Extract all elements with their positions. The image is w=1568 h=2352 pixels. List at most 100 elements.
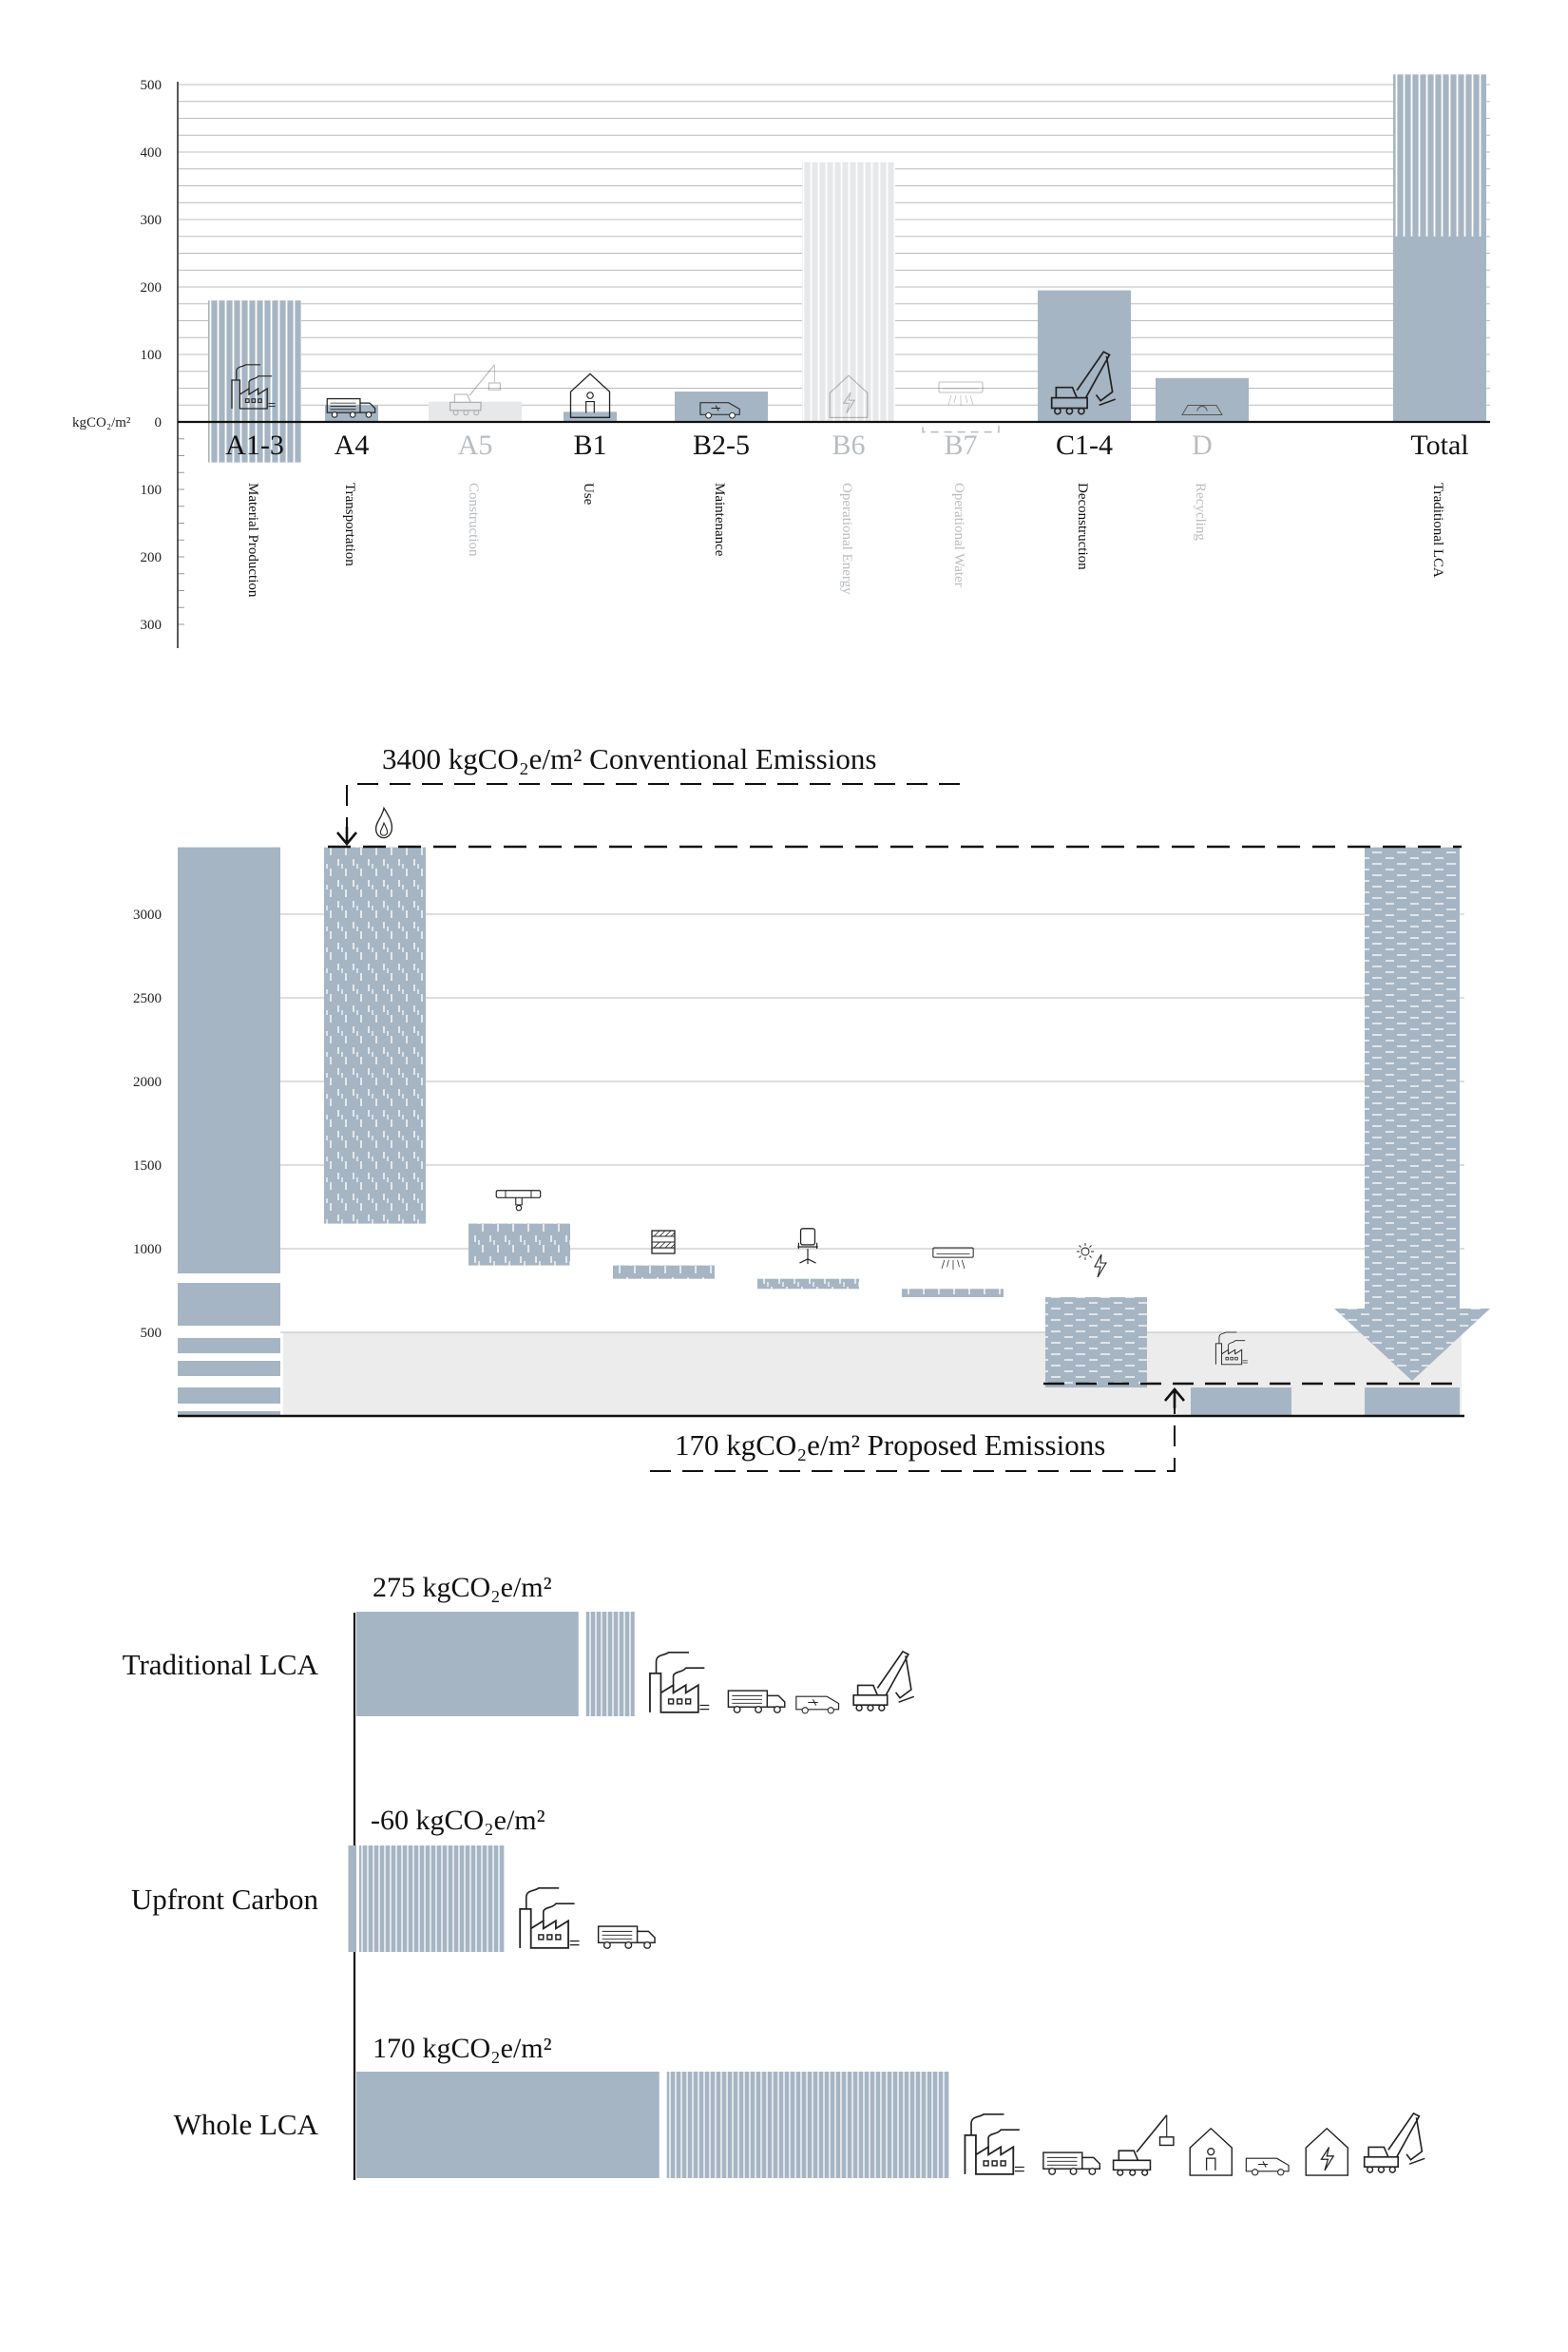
- bar-band-gap: [178, 1376, 280, 1387]
- tap-icon: [937, 380, 985, 408]
- chart3-rows: Traditional LCA 275 kgCO₂e/m² Upfront Carb…: [123, 1572, 1426, 2178]
- bar-step-5: [902, 1289, 1004, 1298]
- stage-code-label: Total: [1410, 430, 1468, 461]
- bar-total: [1393, 74, 1486, 237]
- chart1-y-axis-label: kgCO₂/m²: [72, 415, 131, 430]
- chart3-row: Upfront Carbon -60 kgCO₂e/m²: [131, 1805, 656, 1952]
- stage-code-label: A4: [335, 430, 370, 461]
- bar-step-7: [1191, 1387, 1291, 1416]
- emission-reduction-waterfall: 3000 2500 2000 1500 1000 500 3400 kgCO₂e/m² C…: [133, 742, 1490, 1472]
- proposed-bracket: [639, 1393, 1176, 1472]
- row-value-label: 170 kgCO₂e/m²: [373, 2033, 552, 2064]
- lca-comparison-chart: Traditional LCA 275 kgCO₂e/m² Upfront Carb…: [123, 1572, 1426, 2180]
- chart2-y-tick: 2500: [133, 991, 162, 1006]
- chart1-y-tick: 100: [141, 483, 163, 498]
- bar-band-gap: [178, 1326, 280, 1338]
- truck-icon: [727, 1690, 786, 1713]
- conventional-annotation: 3400 kgCO₂e/m² Conventional Emissions: [382, 742, 876, 775]
- truck-icon: [597, 1925, 656, 1949]
- bar-hatched: [666, 2072, 950, 2178]
- row-label: Traditional LCA: [123, 1648, 319, 1681]
- chart1-y-tick: 500: [141, 78, 163, 93]
- bar-total-remaining: [1365, 1387, 1460, 1416]
- bar-step-4: [757, 1278, 859, 1290]
- row-value-label: -60 kgCO₂e/m²: [371, 1805, 545, 1836]
- chart2-y-tick: 1500: [133, 1158, 162, 1174]
- stage-name-label: Use: [581, 483, 596, 506]
- bar-step-2: [468, 1223, 570, 1266]
- chart2-y-tick: 500: [141, 1326, 163, 1341]
- factory-icon: [649, 1651, 711, 1713]
- chart3-row: Whole LCA 170 kgCO₂e/m²: [174, 2033, 1426, 2178]
- van-icon: [795, 1695, 840, 1714]
- stage-name-label: Deconstruction: [1075, 483, 1090, 570]
- bar-a1-3: [208, 300, 301, 463]
- house-user-icon: [1189, 2128, 1233, 2176]
- stage-name-label: Maintenance: [712, 483, 727, 557]
- bar-step-6: [1045, 1297, 1147, 1388]
- factory-icon: [964, 2113, 1025, 2175]
- row-label: Upfront Carbon: [131, 1883, 319, 1916]
- chart1-y-tick: 300: [141, 618, 163, 633]
- chart1-y-tick: 0: [155, 415, 163, 430]
- bar-solid-negative: [348, 1845, 356, 1952]
- stage-name-label: Construction: [466, 483, 481, 557]
- bar-a5: [429, 401, 522, 422]
- bar-b6: [802, 162, 895, 422]
- chart1-y-ticks: 500 400 300 200 100 0 100 200 300: [141, 78, 163, 633]
- bar-total: [1393, 236, 1486, 422]
- chart1-y-tick: 300: [141, 213, 163, 228]
- chart1-y-tick: 400: [141, 145, 163, 161]
- stage-name-label: Operational Energy: [839, 483, 854, 595]
- conventional-arrow: [336, 827, 357, 847]
- bar-b7: [922, 421, 1000, 433]
- lifecycle-stage-chart: 500 400 300 200 100 0 100 200 300 kgCO₂/m² A1-3 M…: [72, 74, 1490, 648]
- stage-code-label: B6: [832, 430, 865, 461]
- bar-total-arrow: [1334, 847, 1490, 1381]
- excavator-icon: [852, 1651, 915, 1711]
- proposed-annotation: 170 kgCO₂e/m² Proposed Emissions: [675, 1428, 1105, 1462]
- chart2-y-tick: 3000: [133, 908, 162, 923]
- row-value-label: 275 kgCO₂e/m²: [373, 1572, 552, 1603]
- chart3-row: Traditional LCA 275 kgCO₂e/m²: [123, 1572, 915, 1716]
- chart2-y-ticks: 3000 2500 2000 1500 1000 500: [133, 908, 162, 1341]
- row-label: Whole LCA: [174, 2108, 319, 2141]
- stage-name-label: Traditional LCA: [1430, 483, 1445, 578]
- bar-baseline: [178, 847, 280, 1416]
- bar-band-gap: [178, 1404, 280, 1411]
- stage-code-label: B7: [944, 430, 977, 461]
- stage-code-label: D: [1192, 430, 1213, 461]
- bar-band-gap: [178, 1273, 280, 1283]
- chart1-y-tick: 100: [141, 348, 163, 363]
- chart1-bars: [208, 74, 1486, 463]
- chart1-y-tick: 200: [141, 550, 163, 565]
- stage-name-label: Operational Water: [951, 483, 966, 587]
- chair-icon: [796, 1228, 819, 1265]
- factory-icon: [519, 1886, 581, 1949]
- chart1-stage-labels: A1-3 Material Production A4 Transportation A…: [225, 430, 1468, 598]
- excavator-icon: [1363, 2113, 1426, 2173]
- stage-code-label: B2-5: [693, 430, 750, 461]
- proposed-arrow: [1164, 1386, 1185, 1408]
- chart1-y-tick: 200: [141, 280, 163, 296]
- stage-code-label: A1-3: [225, 430, 284, 461]
- stage-code-label: B1: [573, 430, 606, 461]
- stage-name-label: Transportation: [342, 483, 357, 566]
- chart2-y-tick: 2000: [133, 1075, 162, 1090]
- bar-hatched: [359, 1845, 505, 1952]
- bar-step-3: [613, 1265, 715, 1279]
- crane-icon: [1112, 2113, 1175, 2176]
- bar-b2-5: [675, 392, 768, 422]
- panel-icon: [651, 1230, 676, 1254]
- stage-name-label: Recycling: [1193, 483, 1208, 541]
- stage-code-label: C1-4: [1056, 430, 1113, 461]
- pipe-icon: [495, 1190, 542, 1212]
- house-user-icon: [569, 373, 611, 418]
- van-icon: [1245, 2157, 1290, 2176]
- solar-energy-icon: [1076, 1242, 1107, 1278]
- bar-band-gap: [178, 1353, 280, 1361]
- bar-solid: [356, 1612, 579, 1716]
- aircon-icon: [932, 1247, 974, 1271]
- bar-step-1: [324, 847, 426, 1224]
